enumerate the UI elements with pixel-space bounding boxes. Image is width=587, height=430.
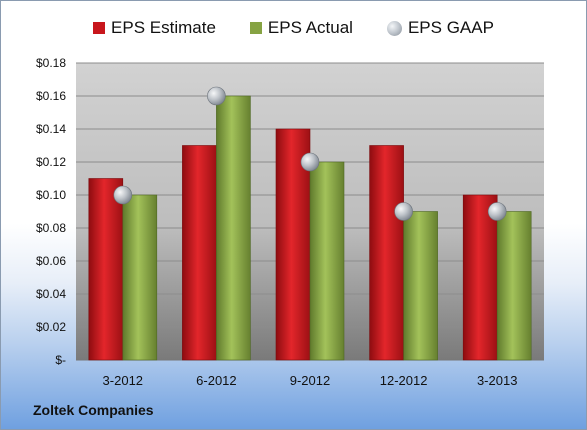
bar-actual xyxy=(216,95,251,361)
legend-label-estimate: EPS Estimate xyxy=(111,18,216,37)
bar-actual xyxy=(122,194,158,361)
company-name: Zoltek Companies xyxy=(33,402,154,418)
y-tick-label: $0.10 xyxy=(36,188,66,202)
y-tick-label: $0.14 xyxy=(36,122,66,136)
y-tick-label: $0.18 xyxy=(36,56,66,70)
bar-actual xyxy=(403,211,438,361)
legend: EPS Estimate EPS Actual EPS GAAP xyxy=(1,18,586,38)
y-tick-label: $0.02 xyxy=(36,320,66,334)
bar-actual xyxy=(309,161,345,361)
x-tick-label: 3-2012 xyxy=(103,373,143,388)
bar-estimate xyxy=(462,194,498,361)
gaap-marker xyxy=(394,202,413,221)
legend-item-actual: EPS Actual xyxy=(249,18,353,38)
y-tick-label: $0.16 xyxy=(36,89,66,103)
y-tick-label: $0.04 xyxy=(36,287,66,301)
gaap-marker xyxy=(300,152,320,172)
legend-marker-gaap xyxy=(386,20,402,36)
legend-label-actual: EPS Actual xyxy=(267,18,353,37)
legend-item-estimate: EPS Estimate xyxy=(93,18,216,38)
gaap-marker xyxy=(113,185,133,205)
x-tick-label: 9-2012 xyxy=(290,373,330,388)
bar-estimate xyxy=(182,145,217,361)
x-tick-label: 12-2012 xyxy=(380,373,428,388)
x-tick-label: 3-2013 xyxy=(477,373,517,388)
y-tick-label: $0.08 xyxy=(36,221,66,235)
bar-actual xyxy=(496,211,532,361)
gaap-marker xyxy=(487,202,507,221)
bar-estimate xyxy=(369,145,404,361)
legend-label-gaap: EPS GAAP xyxy=(407,18,494,37)
y-tick-label: $0.12 xyxy=(36,155,66,169)
x-tick-label: 6-2012 xyxy=(196,373,236,388)
y-tick-label: $0.06 xyxy=(36,254,66,268)
gaap-marker xyxy=(207,86,226,106)
legend-item-gaap: EPS GAAP xyxy=(386,18,494,38)
legend-swatch-estimate xyxy=(93,22,106,34)
y-tick-label: $- xyxy=(55,353,66,367)
bar-estimate xyxy=(88,178,124,361)
legend-swatch-actual xyxy=(249,22,262,34)
